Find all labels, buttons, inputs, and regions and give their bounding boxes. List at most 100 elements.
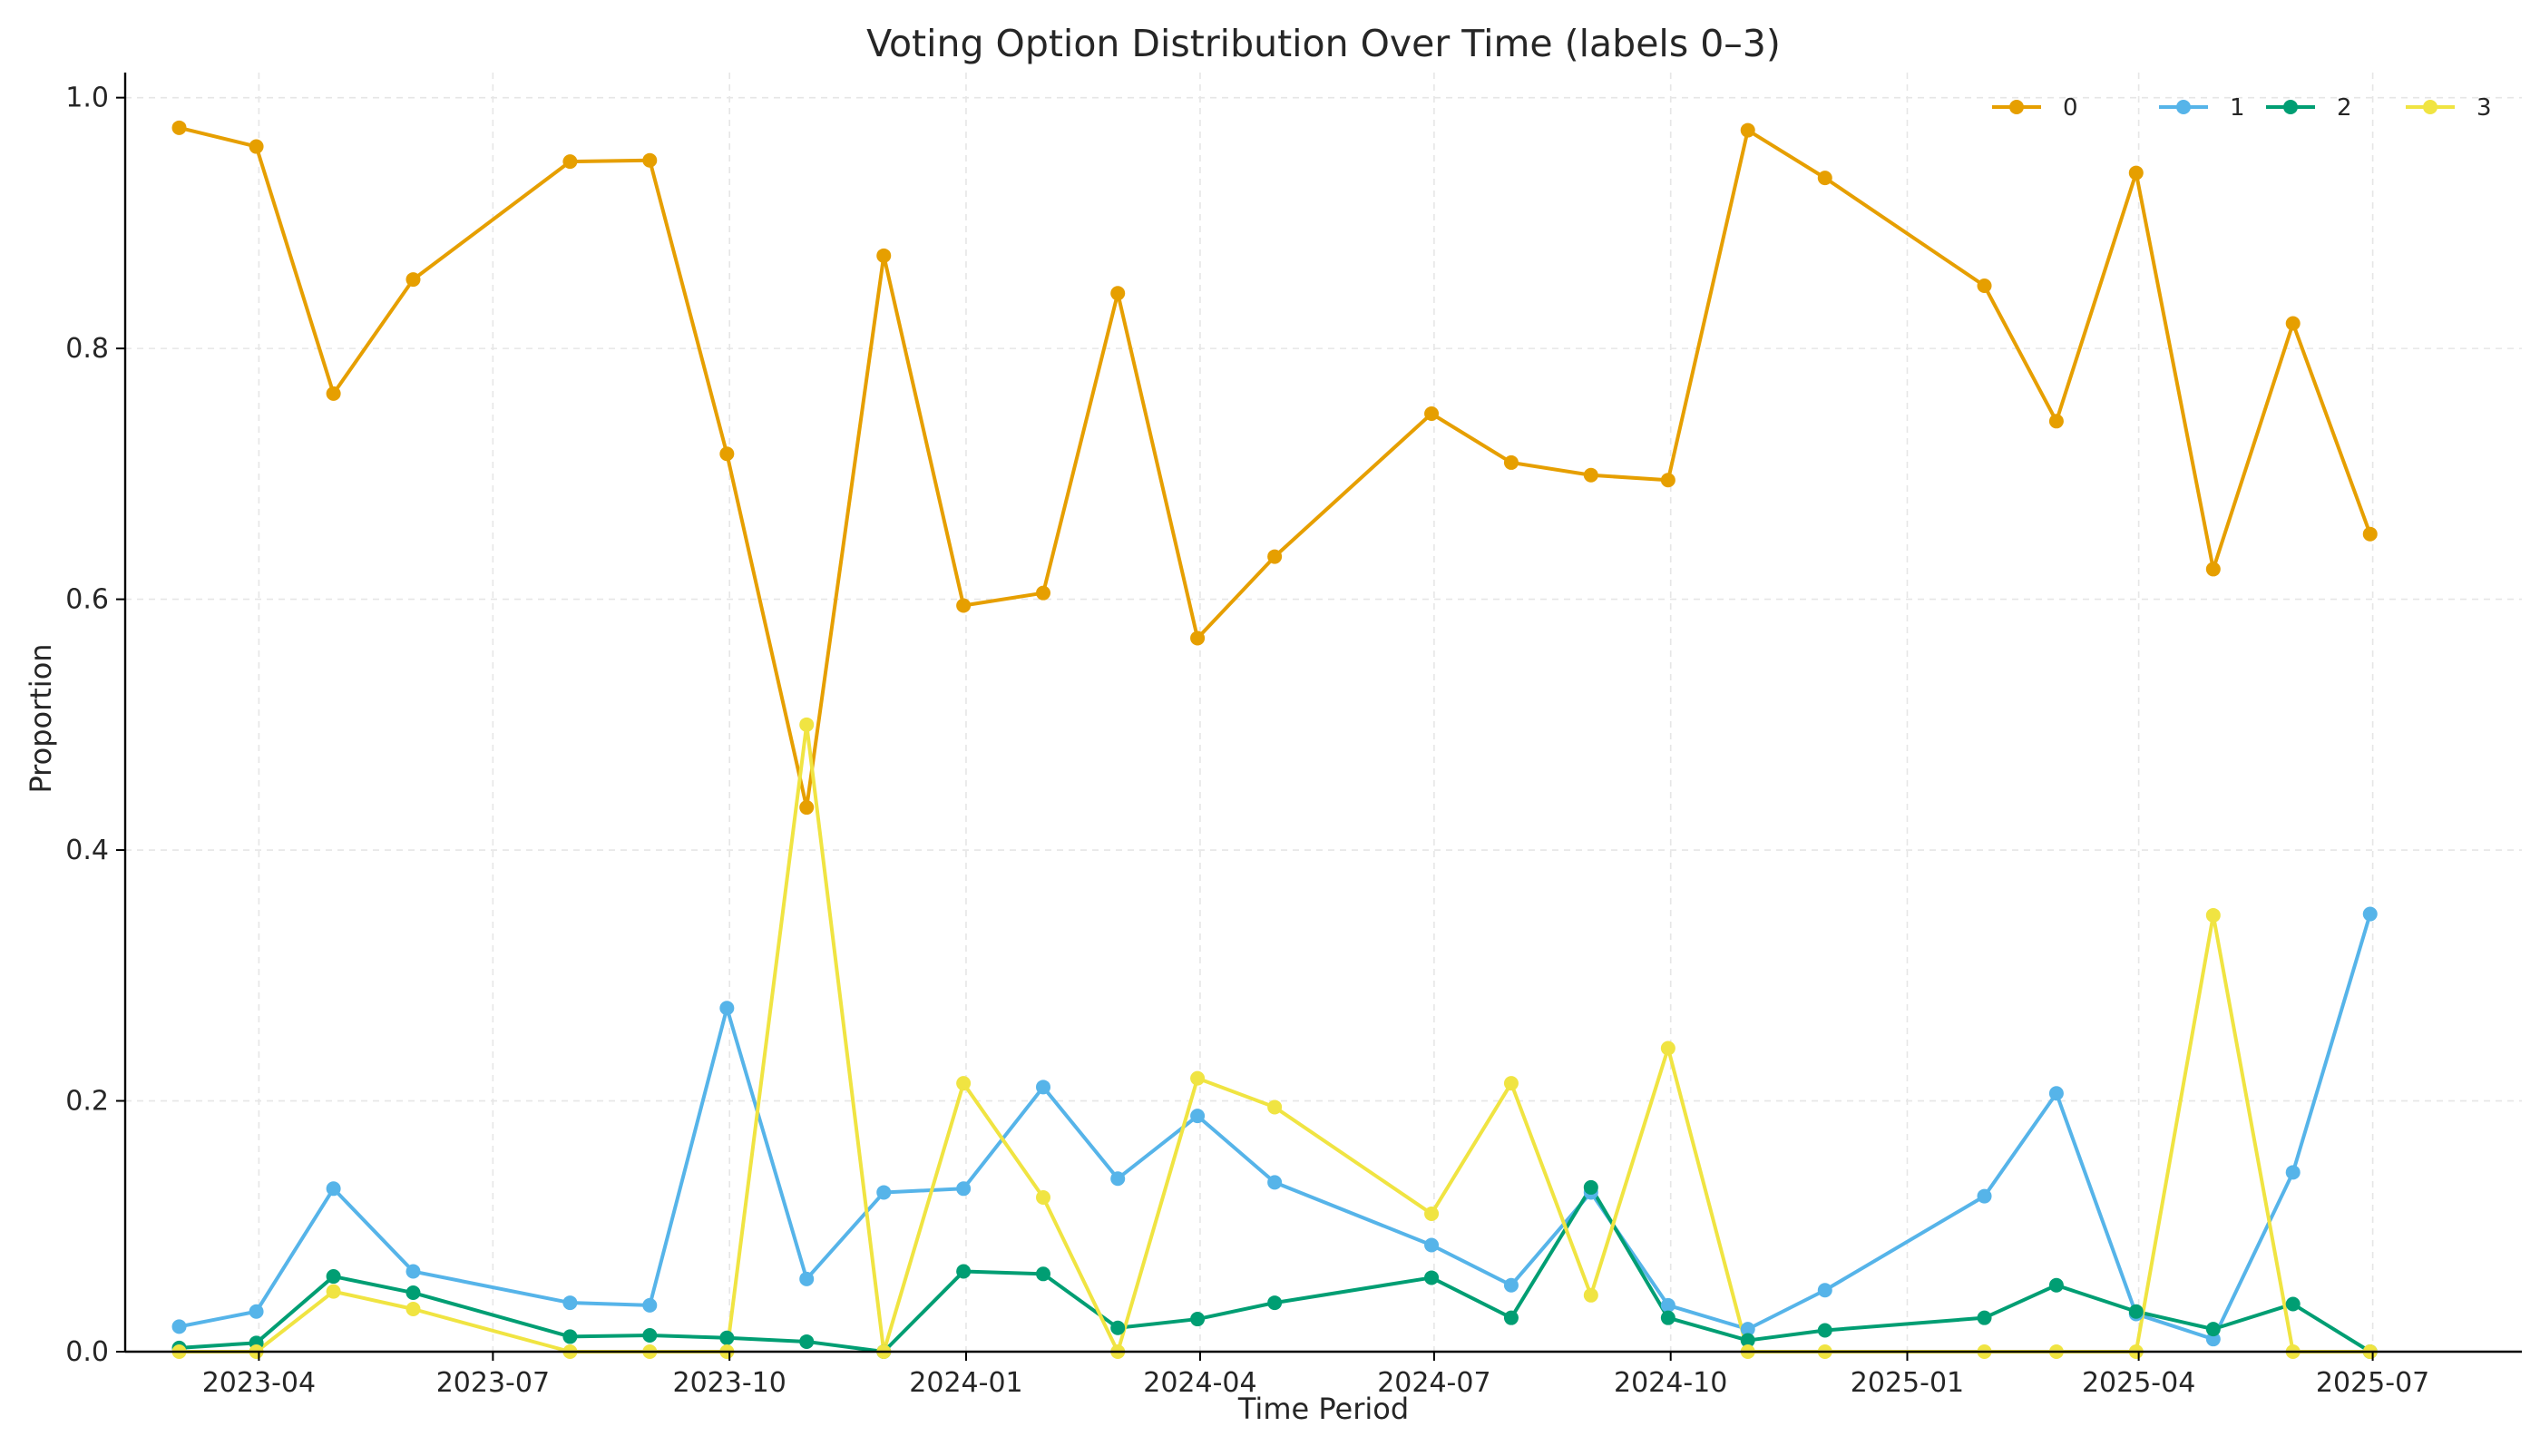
data-point xyxy=(876,1185,892,1200)
data-point xyxy=(2285,1296,2301,1312)
data-point xyxy=(1660,473,1675,488)
data-point xyxy=(876,248,892,263)
data-point xyxy=(1660,1041,1675,1056)
data-point xyxy=(2205,1332,2221,1347)
chart-title: Voting Option Distribution Over Time (la… xyxy=(866,22,1781,65)
data-point xyxy=(1583,467,1598,483)
data-point xyxy=(562,1329,578,1344)
legend-item-1: 1 xyxy=(2159,94,2245,122)
legend-swatch-marker xyxy=(2009,100,2024,114)
series-points xyxy=(171,120,2378,1359)
data-point xyxy=(2205,907,2221,923)
data-point xyxy=(171,1319,187,1334)
data-point xyxy=(799,1271,815,1286)
data-point xyxy=(1267,1175,1283,1190)
data-point xyxy=(642,1328,658,1344)
data-point xyxy=(956,598,972,613)
series-lines xyxy=(179,125,2372,1353)
data-point xyxy=(2048,1086,2064,1101)
x-tick-label: 2025-07 xyxy=(2316,1367,2429,1399)
data-point xyxy=(1267,549,1283,564)
y-tick-label: 0.0 xyxy=(65,1336,109,1368)
data-point xyxy=(1660,1297,1675,1313)
data-point xyxy=(1424,1270,1440,1285)
y-tick-label: 0.4 xyxy=(65,835,109,866)
data-point xyxy=(1190,1312,1206,1327)
legend-item-3: 3 xyxy=(2406,94,2492,122)
data-point xyxy=(1503,454,1519,470)
data-point xyxy=(2362,906,2378,922)
data-point xyxy=(1036,585,1051,601)
data-point xyxy=(1110,1320,1126,1335)
data-point xyxy=(326,1181,341,1197)
data-point xyxy=(1740,1333,1755,1348)
y-tick-label: 0.6 xyxy=(65,584,109,616)
data-point xyxy=(1583,1179,1598,1195)
data-point xyxy=(1190,630,1206,646)
data-point xyxy=(326,386,341,401)
data-point xyxy=(1110,1171,1126,1187)
data-point xyxy=(249,139,264,154)
data-point xyxy=(1660,1310,1675,1325)
data-point xyxy=(719,1330,735,1345)
x-tick-label: 2024-07 xyxy=(1377,1367,1490,1399)
data-point xyxy=(956,1264,972,1279)
x-tick-label: 2024-04 xyxy=(1143,1367,1256,1399)
series-0-points xyxy=(171,120,2378,816)
legend-swatch-marker xyxy=(2423,100,2437,114)
data-point xyxy=(562,154,578,170)
legend-item-0: 0 xyxy=(1992,94,2078,122)
series-1-points xyxy=(171,906,2378,1347)
data-point xyxy=(1190,1070,1206,1086)
legend: 0 1 2 3 xyxy=(1992,94,2492,122)
data-point xyxy=(326,1284,341,1299)
legend-label: 1 xyxy=(2230,94,2245,122)
series-1-line xyxy=(179,913,2372,1342)
legend-label: 3 xyxy=(2476,94,2492,122)
y-tick-label: 0.2 xyxy=(65,1086,109,1118)
data-point xyxy=(405,1285,421,1301)
data-point xyxy=(2285,316,2301,331)
data-point xyxy=(1424,1206,1440,1221)
legend-label: 0 xyxy=(2063,94,2078,122)
data-point xyxy=(171,120,187,135)
data-point xyxy=(1424,1237,1440,1253)
data-point xyxy=(1817,1283,1832,1298)
data-point xyxy=(1110,286,1126,301)
x-tick-label: 2025-04 xyxy=(2082,1367,2195,1399)
data-point xyxy=(326,1269,341,1285)
data-point xyxy=(2128,1304,2144,1319)
series-2-points xyxy=(171,1179,2378,1359)
data-point xyxy=(1267,1099,1283,1115)
x-tick-label: 2023-10 xyxy=(672,1367,786,1399)
x-axis-label: Time Period xyxy=(1237,1392,1409,1426)
data-point xyxy=(2362,526,2378,542)
legend-item-2: 2 xyxy=(2266,94,2352,122)
x-tick-label: 2025-01 xyxy=(1851,1367,1964,1399)
data-point xyxy=(799,1334,815,1349)
x-tick-label: 2023-04 xyxy=(202,1367,316,1399)
data-point xyxy=(642,1297,658,1313)
data-point xyxy=(562,1295,578,1311)
data-point xyxy=(956,1181,972,1197)
data-point xyxy=(1503,1076,1519,1091)
data-point xyxy=(2205,1322,2221,1337)
series-2-line xyxy=(179,1185,2371,1353)
series-0-line xyxy=(179,125,2372,810)
legend-label: 2 xyxy=(2337,94,2352,122)
y-tick-label: 1.0 xyxy=(65,83,109,114)
data-point xyxy=(2048,414,2064,429)
data-point xyxy=(1036,1266,1051,1282)
data-point xyxy=(1036,1189,1051,1205)
data-point xyxy=(249,1304,264,1319)
series-3-line xyxy=(179,722,2370,1353)
legend-swatch-marker xyxy=(2283,100,2298,114)
data-point xyxy=(642,152,658,168)
data-point xyxy=(799,800,815,816)
data-point xyxy=(2205,562,2221,577)
data-point xyxy=(1036,1080,1051,1095)
data-point xyxy=(2048,1277,2064,1293)
data-point xyxy=(1503,1277,1519,1293)
